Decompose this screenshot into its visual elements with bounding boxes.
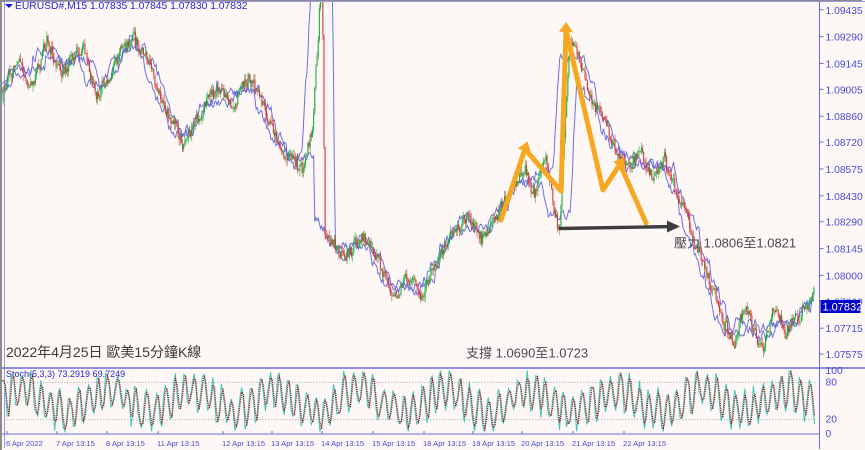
- svg-text:1.08290: 1.08290: [826, 218, 863, 229]
- svg-text:1.08000: 1.08000: [826, 271, 863, 282]
- svg-text:1.08145: 1.08145: [826, 245, 863, 256]
- svg-text:1.09435: 1.09435: [826, 6, 863, 17]
- svg-text:20 Apr 13:15: 20 Apr 13:15: [521, 439, 564, 448]
- svg-text:1.08430: 1.08430: [826, 192, 863, 203]
- svg-text:EURUSD#,M15 1.07835 1.07845: EURUSD#,M15 1.07835 1.07845 1.07830 1.07…: [15, 1, 248, 12]
- svg-text:13 Apr 13:15: 13 Apr 13:15: [271, 439, 314, 448]
- svg-text:22 Apr 13:15: 22 Apr 13:15: [623, 439, 666, 448]
- svg-text:80: 80: [826, 377, 838, 388]
- svg-text:8 Apr 13:15: 8 Apr 13:15: [106, 439, 145, 448]
- svg-text:7 Apr 13:15: 7 Apr 13:15: [56, 439, 95, 448]
- svg-text:100: 100: [826, 366, 843, 377]
- svg-text:1.07715: 1.07715: [826, 324, 863, 335]
- svg-text:0: 0: [826, 429, 832, 440]
- svg-text:6 Apr 2022: 6 Apr 2022: [6, 439, 43, 448]
- svg-text:1.07832: 1.07832: [823, 302, 863, 314]
- svg-text:15 Apr 13:15: 15 Apr 13:15: [372, 439, 415, 448]
- svg-text:11 Apr 13:15: 11 Apr 13:15: [157, 439, 200, 448]
- svg-text:1.07575: 1.07575: [826, 350, 863, 361]
- svg-text:19 Apr 13:15: 19 Apr 13:15: [472, 439, 515, 448]
- svg-text:1.09005: 1.09005: [826, 85, 863, 96]
- svg-text:1.08575: 1.08575: [826, 165, 863, 176]
- svg-text:14 Apr 13:15: 14 Apr 13:15: [321, 439, 364, 448]
- svg-text:1.09145: 1.09145: [826, 59, 863, 70]
- svg-text:1.08860: 1.08860: [826, 112, 863, 123]
- svg-text:支撐 1.0690至1.0723: 支撐 1.0690至1.0723: [466, 346, 588, 361]
- svg-text:18 Apr 13:15: 18 Apr 13:15: [423, 439, 466, 448]
- svg-text:20: 20: [826, 415, 838, 426]
- svg-text:1.08720: 1.08720: [826, 138, 863, 149]
- svg-text:2022年4月25日 歐美15分鐘K線: 2022年4月25日 歐美15分鐘K線: [6, 344, 201, 360]
- svg-text:21 Apr 13:15: 21 Apr 13:15: [572, 439, 615, 448]
- svg-text:12 Apr 13:15: 12 Apr 13:15: [222, 439, 265, 448]
- svg-text:壓力 1.0806至1.0821: 壓力 1.0806至1.0821: [674, 236, 796, 251]
- svg-text:1.09290: 1.09290: [826, 33, 863, 44]
